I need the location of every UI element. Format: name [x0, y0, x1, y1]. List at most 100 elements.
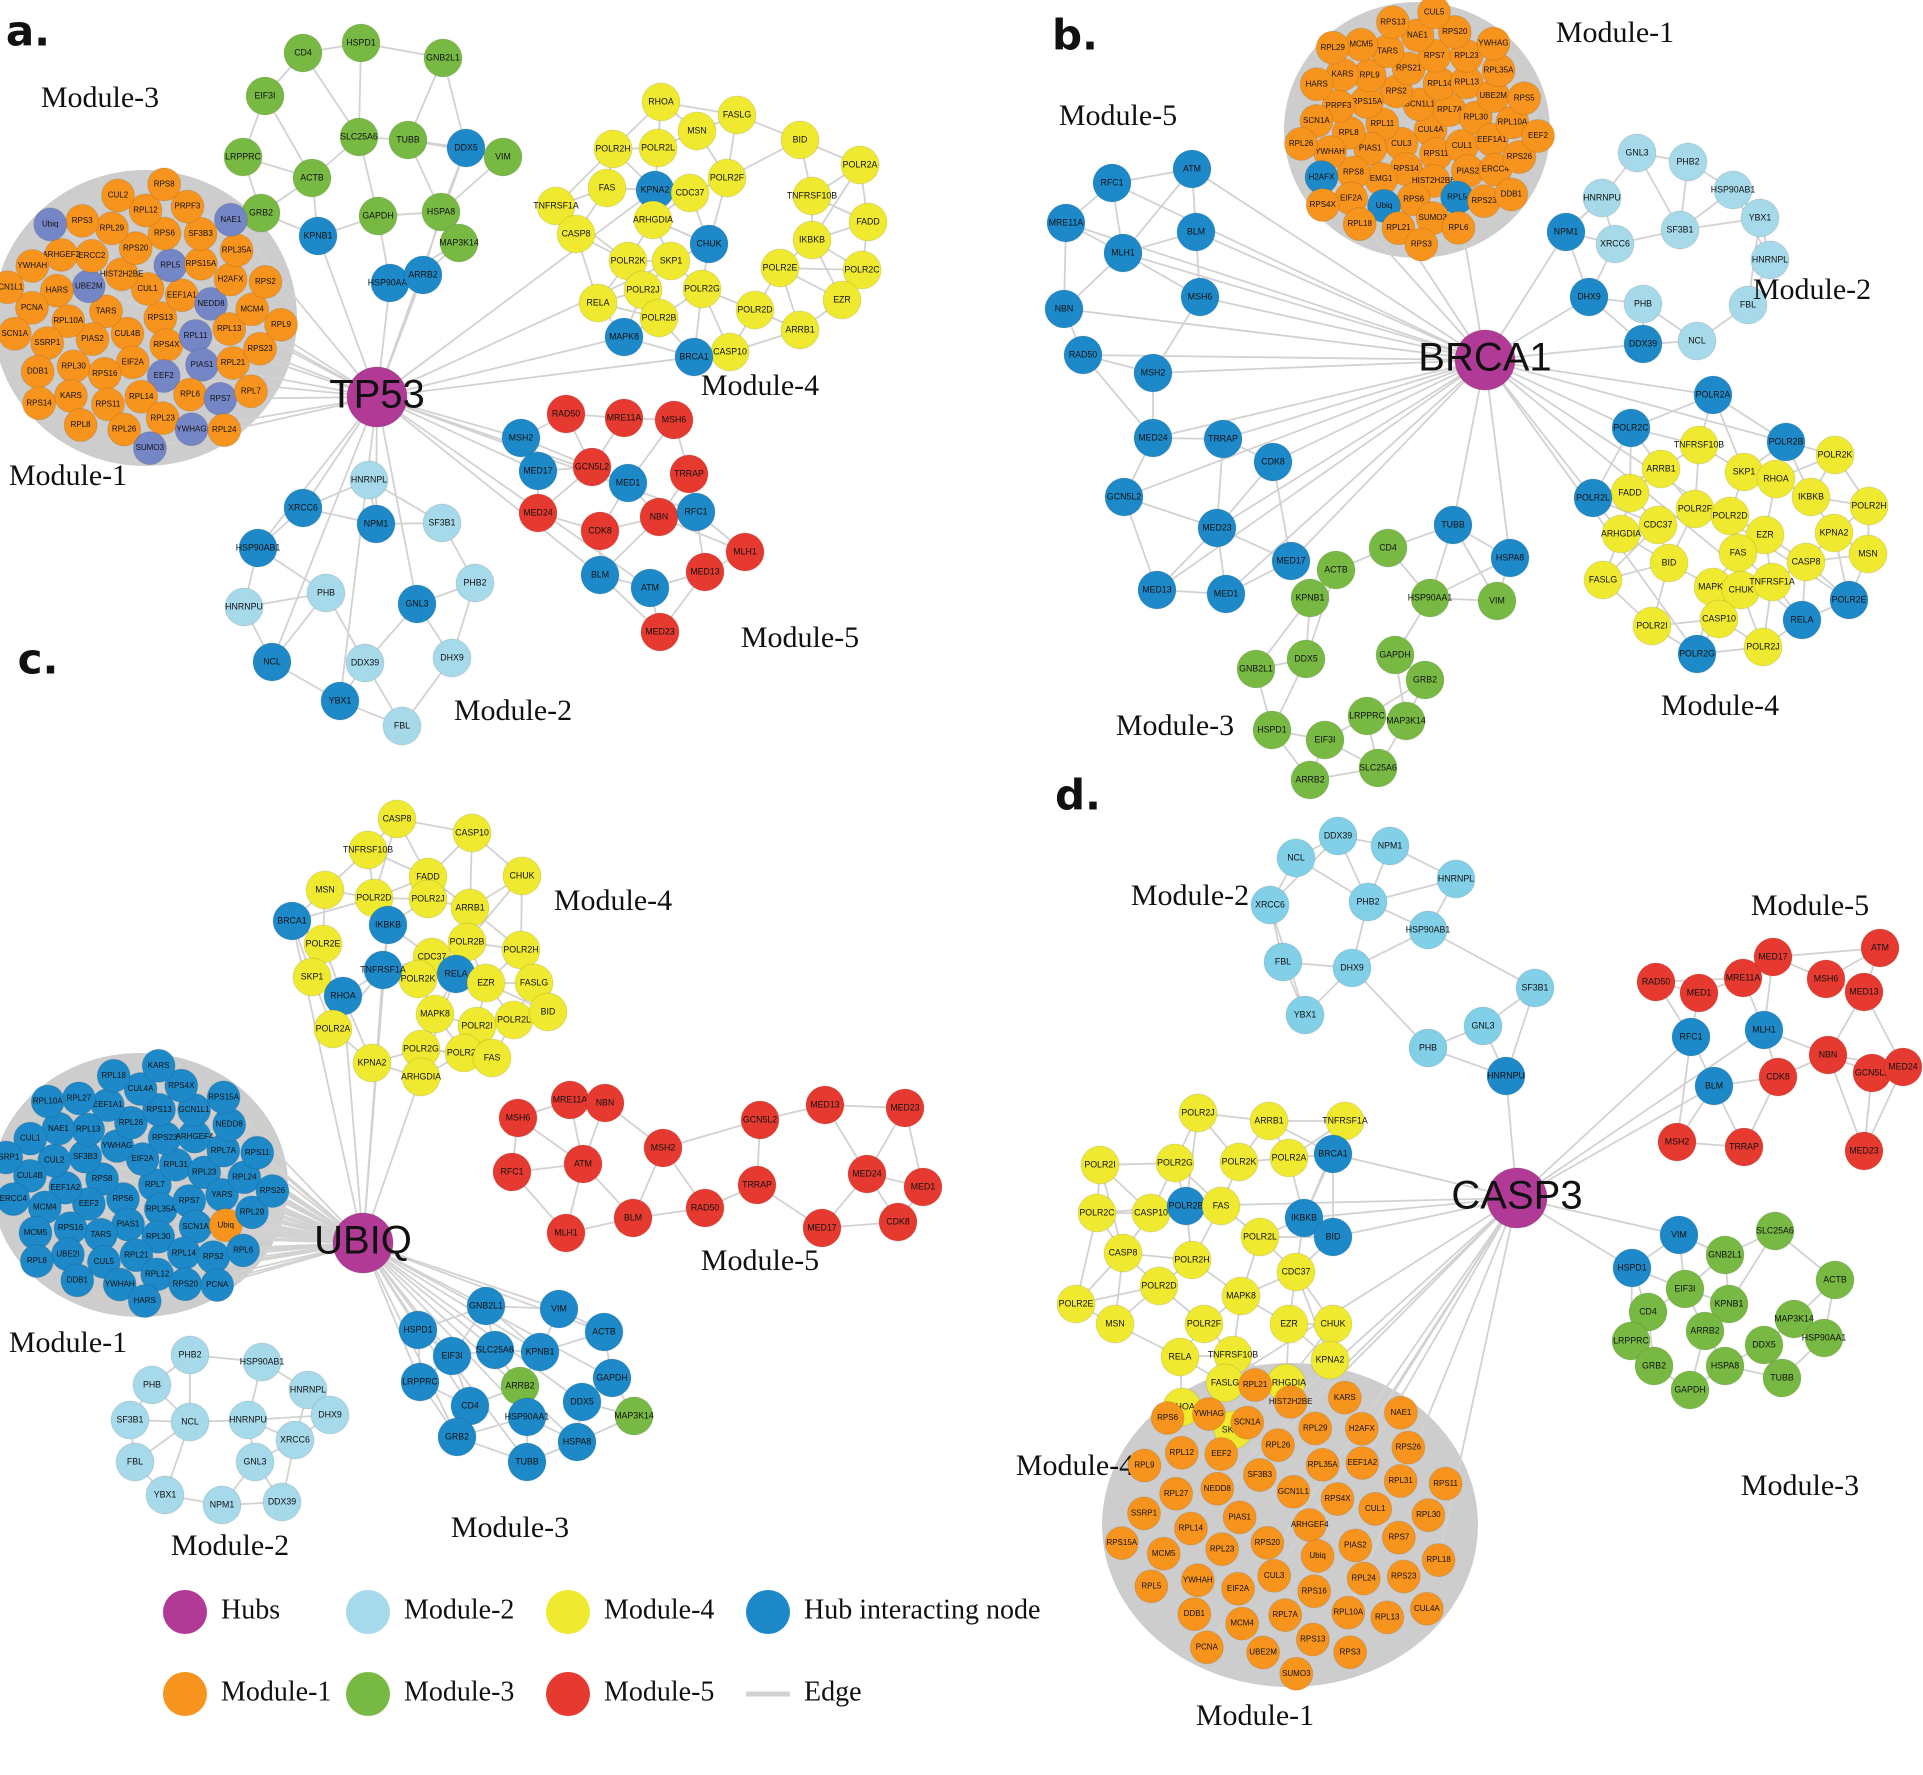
gene-node-label: RPS4X — [1310, 200, 1337, 209]
gene-node — [1063, 335, 1103, 375]
gene-node — [735, 290, 775, 330]
gene-node-label: POLR2C — [1079, 1207, 1115, 1217]
gene-node — [0, 316, 32, 351]
gene-node-label: LRPPRC — [225, 151, 261, 161]
gene-node-label: H2AFX — [1349, 1424, 1375, 1433]
gene-node-label: RPL9 — [1360, 71, 1381, 80]
gene-node-label: RPL12 — [133, 205, 158, 214]
hub-edge — [376, 396, 601, 576]
gene-node-label: DDX5 — [570, 1396, 594, 1406]
gene-node-label: CUL4B — [115, 329, 141, 338]
gene-node-label: POLR2H — [1174, 1254, 1209, 1264]
gene-node-label: YWHAH — [1315, 147, 1345, 156]
gene-node-label: YWHAG — [1194, 1409, 1224, 1418]
gene-node-label: BID — [541, 1006, 556, 1016]
gene-node-label: MED17 — [1276, 555, 1305, 565]
gene-node-label: PCNA — [21, 303, 44, 312]
gene-node — [507, 1442, 547, 1482]
gene-node — [1405, 660, 1445, 700]
gene-node-label: RPL13 — [1375, 1612, 1400, 1621]
gene-node-label: POLR2E — [1832, 594, 1867, 604]
gene-node-label: VIM — [1489, 595, 1505, 605]
gene-node-label: RPS20 — [1255, 1538, 1281, 1547]
gene-node — [1333, 1635, 1368, 1670]
gene-node-label: MSH2 — [1665, 1136, 1690, 1146]
gene-node-label: POLR2J — [411, 893, 444, 903]
gene-node-label: RPL7 — [241, 386, 262, 395]
gene-node-label: CHUK — [510, 870, 535, 880]
gene-node-label: RPL26 — [1289, 139, 1314, 148]
gene-node — [446, 128, 486, 168]
hub-edge — [1516, 1036, 1692, 1199]
gene-node — [1611, 1321, 1651, 1361]
module-label: Module-5 — [701, 1244, 819, 1277]
gene-node-label: NCL — [1688, 335, 1706, 345]
gene-node-label: RPS3 — [1411, 240, 1432, 249]
gene-node-label: GNL3 — [244, 1456, 267, 1466]
gene-node-label: PHB2 — [464, 577, 487, 587]
gene-node-label: RPL8 — [1339, 128, 1360, 137]
gene-node — [1056, 1284, 1096, 1324]
gene-node — [760, 248, 800, 288]
gene-node-label: SSRP1 — [34, 338, 61, 347]
gene-node — [1273, 1384, 1308, 1419]
gene-node-label: POLR2K — [401, 973, 436, 983]
gene-node-label: MSN — [315, 884, 335, 894]
gene-node — [1204, 1437, 1239, 1472]
gene-node-label: RPL35A — [222, 245, 252, 254]
gene-node-label: TNFRSF10B — [1674, 439, 1724, 449]
gene-node — [1404, 227, 1439, 262]
gene-node-label: RHOA — [648, 96, 674, 106]
gene-node — [1313, 1134, 1353, 1174]
gene-node-label: RPL35A — [146, 1204, 176, 1213]
gene-node-label: RPS23 — [247, 344, 273, 353]
gene-node-label: DHX9 — [1340, 962, 1364, 972]
gene-node-label: VIM — [495, 151, 511, 161]
gene-node — [1756, 459, 1796, 499]
gene-node — [1808, 1035, 1848, 1075]
gene-node — [792, 176, 832, 216]
gene-node — [1745, 515, 1785, 555]
gene-node — [1515, 968, 1555, 1008]
gene-node-label: GCN1L1 — [1404, 100, 1436, 109]
gene-node-label: HIST2H2BE — [1269, 1397, 1313, 1406]
gene-node-label: CHUK — [1321, 1318, 1346, 1328]
gene-node — [283, 33, 323, 73]
gene-node — [1370, 826, 1410, 866]
gene-node — [1146, 1536, 1181, 1571]
gene-node — [1752, 562, 1792, 602]
gene-node-label: EIF3I — [441, 1350, 462, 1360]
gene-node — [75, 322, 110, 357]
gene-node-label: YWHAH — [1183, 1575, 1213, 1584]
gene-node — [1804, 1318, 1844, 1358]
gene-node — [252, 642, 292, 682]
gene-node — [33, 207, 68, 242]
gene-node-label: FBL — [1275, 956, 1291, 966]
gene-node-label: RPL6 — [233, 1245, 254, 1254]
module-label: Module-1 — [9, 1326, 127, 1359]
gene-node — [885, 1088, 925, 1128]
gene-node — [1612, 1248, 1652, 1288]
gene-node-label: CDC37 — [418, 951, 447, 961]
gene-node-label: POLR2A — [1696, 389, 1731, 399]
gene-node — [358, 196, 398, 236]
gene-node-label: HSPD1 — [346, 37, 375, 47]
gene-node-label: CD4 — [1379, 542, 1397, 552]
gene-node — [1331, 1595, 1366, 1630]
gene-node-label: RPS15A — [186, 259, 217, 268]
gene-node — [1433, 505, 1473, 545]
gene-node-label: MSN — [1105, 1318, 1125, 1328]
gene-node-label: FAS — [1213, 1200, 1230, 1210]
gene-node-label: MCM4 — [1230, 1619, 1254, 1628]
gene-node — [1723, 958, 1763, 998]
gene-node — [1657, 1122, 1697, 1162]
gene-node — [1238, 1367, 1273, 1402]
gene-node — [224, 587, 264, 627]
gene-node — [539, 1289, 579, 1329]
gene-node — [1632, 606, 1672, 646]
gene-node — [805, 1085, 845, 1125]
gene-node — [1381, 211, 1416, 246]
gene-node — [536, 186, 576, 226]
gene-node — [1660, 210, 1700, 250]
hub-edge — [271, 396, 378, 663]
